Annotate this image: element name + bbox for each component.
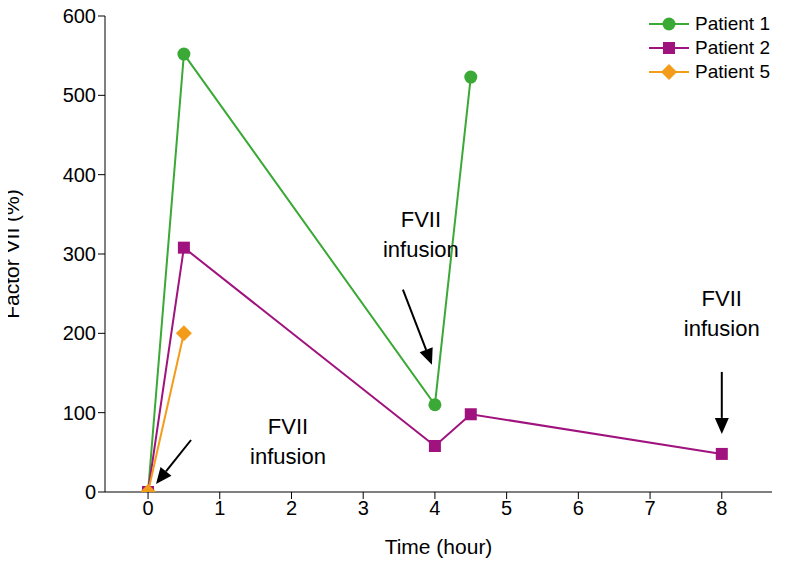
svg-text:8: 8: [716, 497, 727, 519]
svg-text:6: 6: [573, 497, 584, 519]
html-text:Patient 2: Patient 2: [695, 37, 770, 58]
svg-text:4: 4: [429, 497, 440, 519]
svg-text:0: 0: [142, 497, 153, 519]
svg-text:500: 500: [63, 84, 96, 106]
svg-text:Factor VII (%): Factor VII (%): [8, 189, 23, 319]
svg-text:600: 600: [63, 8, 96, 27]
svg-text:0: 0: [85, 481, 96, 503]
svg-text:3: 3: [358, 497, 369, 519]
svg-text:FVIIinfusion: FVIIinfusion: [383, 207, 459, 262]
svg-text:FVIIinfusion: FVIIinfusion: [684, 286, 760, 341]
svg-text:400: 400: [63, 164, 96, 186]
html-text:Patient 1: Patient 1: [695, 13, 770, 34]
svg-text:300: 300: [63, 243, 96, 265]
svg-text:100: 100: [63, 402, 96, 424]
svg-text:Time (hour): Time (hour): [385, 535, 493, 558]
svg-text:7: 7: [645, 497, 656, 519]
svg-text:2: 2: [286, 497, 297, 519]
html-text:Patient 5: Patient 5: [695, 61, 770, 82]
svg-text:200: 200: [63, 322, 96, 344]
svg-text:1: 1: [214, 497, 225, 519]
svg-text:FVIIinfusion: FVIIinfusion: [250, 414, 326, 469]
svg-text:5: 5: [501, 497, 512, 519]
